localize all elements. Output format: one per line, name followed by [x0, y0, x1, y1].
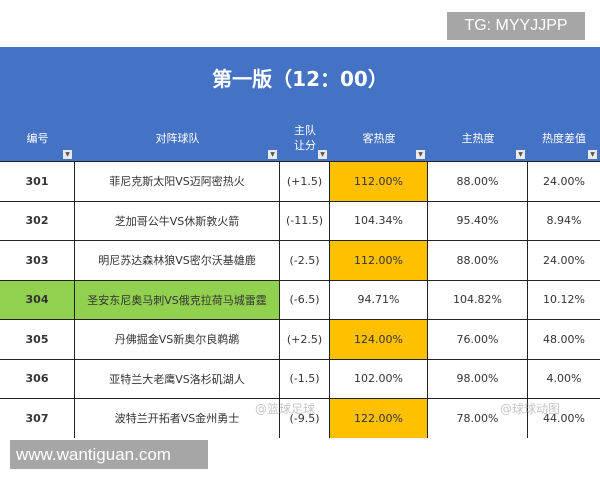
cell-match: 菲尼克斯太阳VS迈阿密热火 [75, 162, 280, 201]
cell-spread: (+1.5) [280, 162, 330, 201]
cell-match: 芝加哥公牛VS休斯敦火箭 [75, 201, 280, 240]
cell-away-heat: 94.71% [330, 280, 428, 319]
cell-away-heat: 102.00% [330, 359, 428, 398]
cell-id: 301 [0, 162, 75, 201]
filter-dropdown-icon[interactable]: ▼ [268, 150, 277, 159]
cell-match: 丹佛掘金VS新奥尔良鹈鹕 [75, 320, 280, 359]
column-header-match: 对阵球队 ▼ [75, 115, 280, 161]
filter-dropdown-icon[interactable]: ▼ [416, 150, 425, 159]
cell-away-heat: 112.00% [330, 241, 428, 280]
cell-heat-diff: 10.12% [543, 293, 585, 307]
cell-id: 303 [0, 241, 75, 280]
table-row: 305 丹佛掘金VS新奥尔良鹈鹕 (+2.5) 124.00% 76.00% 4… [0, 319, 600, 359]
filter-dropdown-icon[interactable]: ▼ [63, 150, 72, 159]
cell-heat-diff: 44.00% [543, 411, 585, 425]
table-header: 第一版（12：00） 编号 ▼ 对阵球队 ▼ 主队 让分 ▼ 客热度 ▼ 主热度 ▼ 热度差值 ▼ [0, 47, 600, 161]
cell-home-heat: 76.00% [428, 320, 528, 359]
cell-heat-diff: 24.00% [543, 253, 585, 267]
table-title: 第一版（12：00） [212, 67, 388, 91]
cell-heat-diff: 8.94% [546, 214, 582, 228]
column-header-home-heat: 主热度 ▼ [428, 115, 528, 161]
cell-away-heat: 104.34% [330, 201, 428, 240]
table-row: 302 芝加哥公牛VS休斯敦火箭 (-11.5) 104.34% 95.40% … [0, 200, 600, 240]
cell-home-heat: 95.40% [428, 201, 528, 240]
cell-id: 307 [0, 399, 75, 438]
table-row: 304 圣安东尼奥马刺VS俄克拉荷马城雷霆 (-6.5) 94.71% 104.… [0, 279, 600, 319]
cell-heat-diff: 24.00% [543, 174, 585, 188]
cell-match: 明尼苏达森林狼VS密尔沃基雄鹿 [75, 241, 280, 280]
filter-dropdown-icon[interactable]: ▼ [318, 150, 327, 159]
column-header-label: 客热度 [362, 131, 396, 145]
cell-spread: (-9.5) [280, 399, 330, 438]
cell-away-heat: 122.00% [330, 399, 428, 438]
cell-id: 306 [0, 359, 75, 398]
column-header-label: 编号 [26, 131, 49, 145]
cell-spread: (+2.5) [280, 320, 330, 359]
site-watermark: www.wantiguan.com [10, 440, 208, 469]
table-row: 303 明尼苏达森林狼VS密尔沃基雄鹿 (-2.5) 112.00% 88.00… [0, 240, 600, 280]
cell-heat-diff: 48.00% [543, 332, 585, 346]
cell-home-heat: 88.00% [428, 241, 528, 280]
cell-away-heat: 124.00% [330, 320, 428, 359]
table-row: 306 亚特兰大老鹰VS洛杉矶湖人 (-1.5) 102.00% 98.00% … [0, 358, 600, 398]
cell-home-heat: 104.82% [428, 280, 528, 319]
column-header-label: 热度差值 [542, 131, 586, 145]
cell-id: 302 [0, 201, 75, 240]
cell-home-heat: 98.00% [428, 359, 528, 398]
table-row: 307 波特兰开拓者VS金州勇士 (-9.5) 122.00% 78.00% 4… [0, 398, 600, 438]
cell-match: 圣安东尼奥马刺VS俄克拉荷马城雷霆 [75, 280, 280, 319]
heat-table: 第一版（12：00） 编号 ▼ 对阵球队 ▼ 主队 让分 ▼ 客热度 ▼ 主热度 ▼ 热度差值 ▼ 3… [0, 47, 600, 438]
cell-match: 亚特兰大老鹰VS洛杉矶湖人 [75, 359, 280, 398]
column-header-away-heat: 客热度 ▼ [330, 115, 428, 161]
column-header-spread: 主队 让分 ▼ [280, 115, 330, 161]
cell-away-heat: 112.00% [330, 162, 428, 201]
column-header-label: 对阵球队 [155, 131, 200, 145]
cell-spread: (-11.5) [280, 201, 330, 240]
cell-home-heat: 88.00% [428, 162, 528, 201]
cell-match: 波特兰开拓者VS金州勇士 [75, 399, 280, 438]
column-header-label: 主队 让分 [294, 124, 316, 152]
cell-id: 305 [0, 320, 75, 359]
cell-heat-diff: 4.00% [546, 372, 582, 386]
cell-id: 304 [0, 280, 75, 319]
weibo-watermark: @篮球足球 [255, 402, 316, 416]
weibo-watermark: @球球动图 [500, 402, 561, 416]
cell-spread: (-6.5) [280, 280, 330, 319]
cell-home-heat: 78.00% [428, 399, 528, 438]
column-header-label: 主热度 [461, 131, 495, 145]
cell-spread: (-1.5) [280, 359, 330, 398]
table-row: 301 菲尼克斯太阳VS迈阿密热火 (+1.5) 112.00% 88.00% … [0, 161, 600, 201]
filter-dropdown-icon[interactable]: ▼ [588, 150, 597, 159]
filter-dropdown-icon[interactable]: ▼ [516, 150, 525, 159]
column-header-heat-diff: 热度差值 ▼ [528, 115, 600, 161]
tg-label: TG: MYYJJPP [447, 12, 585, 40]
column-header-id: 编号 ▼ [0, 115, 75, 161]
cell-spread: (-2.5) [280, 241, 330, 280]
